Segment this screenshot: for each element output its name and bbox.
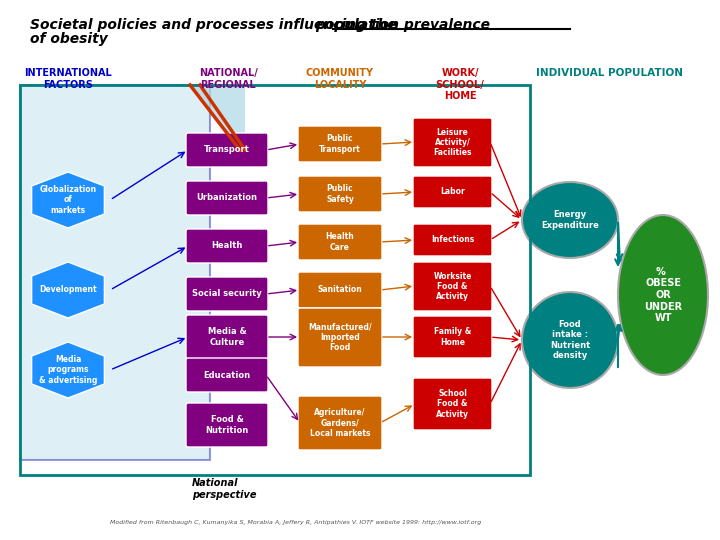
Polygon shape bbox=[32, 342, 104, 398]
FancyBboxPatch shape bbox=[298, 396, 382, 450]
Text: Manufactured/
Imported
Food: Manufactured/ Imported Food bbox=[308, 322, 372, 353]
FancyBboxPatch shape bbox=[186, 403, 268, 447]
Text: Public
Transport: Public Transport bbox=[319, 134, 361, 154]
Text: INDIVIDUAL POPULATION: INDIVIDUAL POPULATION bbox=[536, 68, 683, 78]
Text: WORK/
SCHOOL/
HOME: WORK/ SCHOOL/ HOME bbox=[436, 68, 485, 101]
Ellipse shape bbox=[618, 215, 708, 375]
Polygon shape bbox=[32, 172, 104, 228]
Polygon shape bbox=[190, 85, 245, 155]
Text: Transport: Transport bbox=[204, 145, 250, 154]
FancyBboxPatch shape bbox=[186, 181, 268, 215]
FancyBboxPatch shape bbox=[298, 224, 382, 260]
Ellipse shape bbox=[522, 182, 618, 258]
Text: Infections: Infections bbox=[431, 235, 474, 245]
Text: INTERNATIONAL
FACTORS: INTERNATIONAL FACTORS bbox=[24, 68, 112, 90]
Text: Sanitation: Sanitation bbox=[318, 286, 362, 294]
Text: Food
intake :
Nutrient
density: Food intake : Nutrient density bbox=[550, 320, 590, 360]
Text: Health
Care: Health Care bbox=[325, 232, 354, 252]
Text: population prevalence: population prevalence bbox=[315, 18, 490, 32]
Text: Leisure
Activity/
Facilities: Leisure Activity/ Facilities bbox=[433, 127, 472, 157]
Text: Social security: Social security bbox=[192, 289, 262, 299]
Text: NATIONAL/
REGIONAL: NATIONAL/ REGIONAL bbox=[199, 68, 257, 90]
FancyBboxPatch shape bbox=[186, 358, 268, 392]
FancyBboxPatch shape bbox=[298, 176, 382, 212]
Text: Worksite
Food &
Activity: Worksite Food & Activity bbox=[433, 272, 472, 301]
Text: Urbanization: Urbanization bbox=[197, 193, 258, 202]
Text: Health: Health bbox=[211, 241, 243, 251]
Text: Family &
Home: Family & Home bbox=[434, 327, 471, 347]
Text: Food &
Nutrition: Food & Nutrition bbox=[205, 415, 248, 435]
FancyBboxPatch shape bbox=[186, 133, 268, 167]
FancyBboxPatch shape bbox=[298, 308, 382, 367]
FancyBboxPatch shape bbox=[186, 277, 268, 311]
Text: Energy
Expenditure: Energy Expenditure bbox=[541, 210, 599, 230]
Text: Education: Education bbox=[204, 370, 251, 380]
Text: of obesity: of obesity bbox=[30, 32, 108, 46]
FancyBboxPatch shape bbox=[413, 224, 492, 256]
FancyBboxPatch shape bbox=[413, 378, 492, 430]
Text: COMMUNITY
LOCALITY: COMMUNITY LOCALITY bbox=[306, 68, 374, 90]
Text: National
perspective: National perspective bbox=[192, 478, 256, 500]
FancyBboxPatch shape bbox=[413, 316, 492, 358]
Text: Public
Safety: Public Safety bbox=[326, 184, 354, 204]
FancyBboxPatch shape bbox=[186, 315, 268, 359]
Text: Societal policies and processes influencing the: Societal policies and processes influenc… bbox=[30, 18, 402, 32]
Text: Modified from Ritenbaugh C, Kumanyika S, Morabia A, Jeffery R, Antipathies V. IO: Modified from Ritenbaugh C, Kumanyika S,… bbox=[110, 520, 481, 525]
FancyBboxPatch shape bbox=[413, 176, 492, 208]
FancyBboxPatch shape bbox=[298, 126, 382, 162]
Text: Labor: Labor bbox=[440, 187, 465, 197]
FancyBboxPatch shape bbox=[413, 262, 492, 311]
Text: Development: Development bbox=[39, 286, 96, 294]
FancyBboxPatch shape bbox=[298, 272, 382, 308]
Text: Agriculture/
Gardens/
Local markets: Agriculture/ Gardens/ Local markets bbox=[310, 408, 370, 438]
Text: % 
OBESE
OR
UNDER
WT: % OBESE OR UNDER WT bbox=[644, 267, 682, 323]
Text: School
Food &
Activity: School Food & Activity bbox=[436, 389, 469, 419]
FancyBboxPatch shape bbox=[186, 229, 268, 263]
Ellipse shape bbox=[522, 292, 618, 388]
FancyBboxPatch shape bbox=[413, 118, 492, 167]
Polygon shape bbox=[32, 262, 104, 318]
Text: Globalization
of
markets: Globalization of markets bbox=[40, 185, 96, 215]
FancyBboxPatch shape bbox=[20, 85, 210, 460]
Text: Media
programs
& advertising: Media programs & advertising bbox=[39, 355, 97, 385]
Text: Media &
Culture: Media & Culture bbox=[207, 327, 246, 347]
